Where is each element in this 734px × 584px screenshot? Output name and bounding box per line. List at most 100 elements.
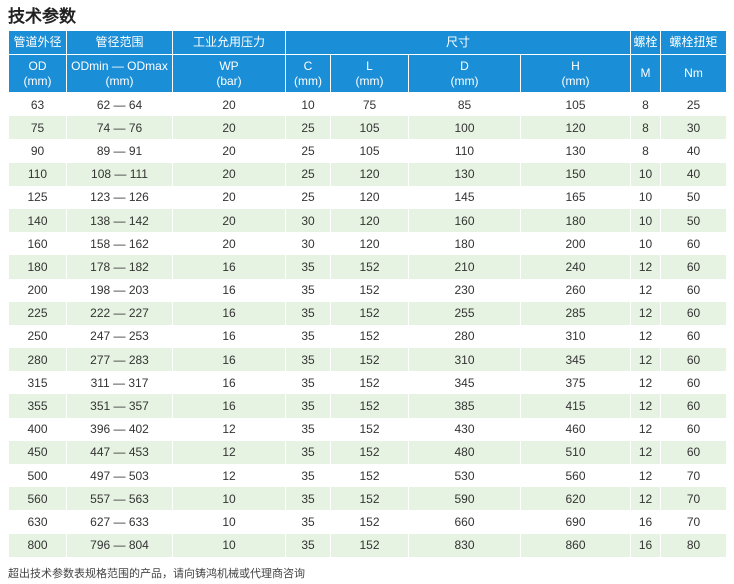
header-cell: OD (mm) <box>8 54 67 93</box>
table-cell: 50 <box>660 185 728 209</box>
table-cell: 560 <box>519 464 632 488</box>
table-cell: 20 <box>172 185 286 209</box>
header-cell: 尺寸 <box>284 30 632 55</box>
table-cell: 12 <box>172 417 286 441</box>
table-cell: 12 <box>630 371 662 395</box>
header-line: D <box>460 58 469 73</box>
table-cell: 60 <box>660 324 728 349</box>
table-row: 200 198 — 203 16 35 152 230 260 12 60 <box>8 278 728 302</box>
table-cell: 178 — 182 <box>66 255 173 279</box>
header-line: C <box>303 58 313 73</box>
header-line: M <box>640 66 651 80</box>
table-cell: 210 <box>408 255 521 279</box>
table-cell: 557 — 563 <box>66 487 173 511</box>
table-cell: 16 <box>172 324 286 349</box>
table-cell: 63 <box>8 92 67 117</box>
table-cell: 355 <box>8 394 67 418</box>
table-cell: 152 <box>330 510 409 534</box>
table-cell: 560 <box>8 487 67 511</box>
table-cell: 690 <box>519 510 632 534</box>
table-cell: 152 <box>330 278 409 302</box>
table-cell: 310 <box>408 348 521 372</box>
table-cell: 12 <box>630 417 662 441</box>
table-cell: 400 <box>8 417 67 441</box>
table-cell: 830 <box>408 533 521 557</box>
table-cell: 30 <box>285 232 331 256</box>
table-cell: 280 <box>408 324 521 349</box>
table-cell: 447 — 453 <box>66 440 173 464</box>
table-cell: 100 <box>408 116 521 140</box>
table-cell: 12 <box>172 464 286 488</box>
header-line: (mm) <box>105 73 134 88</box>
table-cell: 345 <box>408 371 521 395</box>
table-cell: 590 <box>408 487 521 511</box>
table-cell: 20 <box>172 116 286 140</box>
table-cell: 35 <box>285 348 331 372</box>
table-cell: 180 <box>519 208 632 233</box>
table-cell: 152 <box>330 487 409 511</box>
table-cell: 152 <box>330 464 409 488</box>
table-cell: 70 <box>660 464 728 488</box>
table-cell: 35 <box>285 278 331 302</box>
header-cell: WP (bar) <box>172 54 286 93</box>
table-cell: 60 <box>660 348 728 372</box>
table-cell: 12 <box>630 255 662 279</box>
table-cell: 152 <box>330 440 409 464</box>
table-cell: 10 <box>630 162 662 186</box>
table-cell: 138 — 142 <box>66 208 173 233</box>
table-cell: 20 <box>172 232 286 256</box>
table-cell: 20 <box>172 162 286 186</box>
table-row: 63 62 — 64 20 10 75 85 105 8 25 <box>8 92 728 117</box>
table-cell: 160 <box>8 232 67 256</box>
table-cell: 35 <box>285 440 331 464</box>
table-cell: 12 <box>630 348 662 372</box>
table-cell: 35 <box>285 487 331 511</box>
table-cell: 255 <box>408 301 521 325</box>
header-line: L <box>366 58 373 73</box>
table-cell: 225 <box>8 301 67 325</box>
header-cell: ODmin — ODmax (mm) <box>66 54 173 93</box>
header-cell: 工业允用压力 <box>172 30 286 55</box>
table-row: 500 497 — 503 12 35 152 530 560 12 70 <box>8 464 728 488</box>
table-cell: 60 <box>660 232 728 256</box>
table-row: 280 277 — 283 16 35 152 310 345 12 60 <box>8 348 728 372</box>
table-cell: 152 <box>330 348 409 372</box>
table-cell: 35 <box>285 301 331 325</box>
header-cell: 螺栓 <box>630 30 662 55</box>
table-cell: 50 <box>660 208 728 233</box>
table-cell: 90 <box>8 139 67 163</box>
table-cell: 152 <box>330 371 409 395</box>
table-cell: 16 <box>630 510 662 534</box>
table-cell: 105 <box>330 116 409 140</box>
table-cell: 25 <box>285 162 331 186</box>
table-cell: 396 — 402 <box>66 417 173 441</box>
table-cell: 12 <box>630 464 662 488</box>
table-cell: 108 — 111 <box>66 162 173 186</box>
table-cell: 152 <box>330 417 409 441</box>
table-cell: 60 <box>660 371 728 395</box>
table-cell: 345 <box>519 348 632 372</box>
table-cell: 25 <box>285 139 331 163</box>
table-row: 140 138 — 142 20 30 120 160 180 10 50 <box>8 208 728 233</box>
table-row: 560 557 — 563 10 35 152 590 620 12 70 <box>8 487 728 511</box>
table-cell: 105 <box>330 139 409 163</box>
table-cell: 60 <box>660 278 728 302</box>
table-cell: 385 <box>408 394 521 418</box>
table-cell: 60 <box>660 255 728 279</box>
table-cell: 35 <box>285 464 331 488</box>
table-cell: 627 — 633 <box>66 510 173 534</box>
table-cell: 351 — 357 <box>66 394 173 418</box>
header-line: (mm) <box>23 73 52 88</box>
header-cell: C (mm) <box>285 54 331 93</box>
table-row: 315 311 — 317 16 35 152 345 375 12 60 <box>8 371 728 395</box>
table-row: 110 108 — 111 20 25 120 130 150 10 40 <box>8 162 728 186</box>
table-row: 355 351 — 357 16 35 152 385 415 12 60 <box>8 394 728 418</box>
header-line: (bar) <box>216 73 242 88</box>
header-cell: Nm <box>660 54 728 93</box>
table-cell: 60 <box>660 394 728 418</box>
table-cell: 20 <box>172 208 286 233</box>
table-cell: 25 <box>285 116 331 140</box>
footnote: 超出技术参数表规格范围的产品，请向铸鸿机械或代理商咨询 <box>8 567 305 580</box>
table-cell: 152 <box>330 324 409 349</box>
